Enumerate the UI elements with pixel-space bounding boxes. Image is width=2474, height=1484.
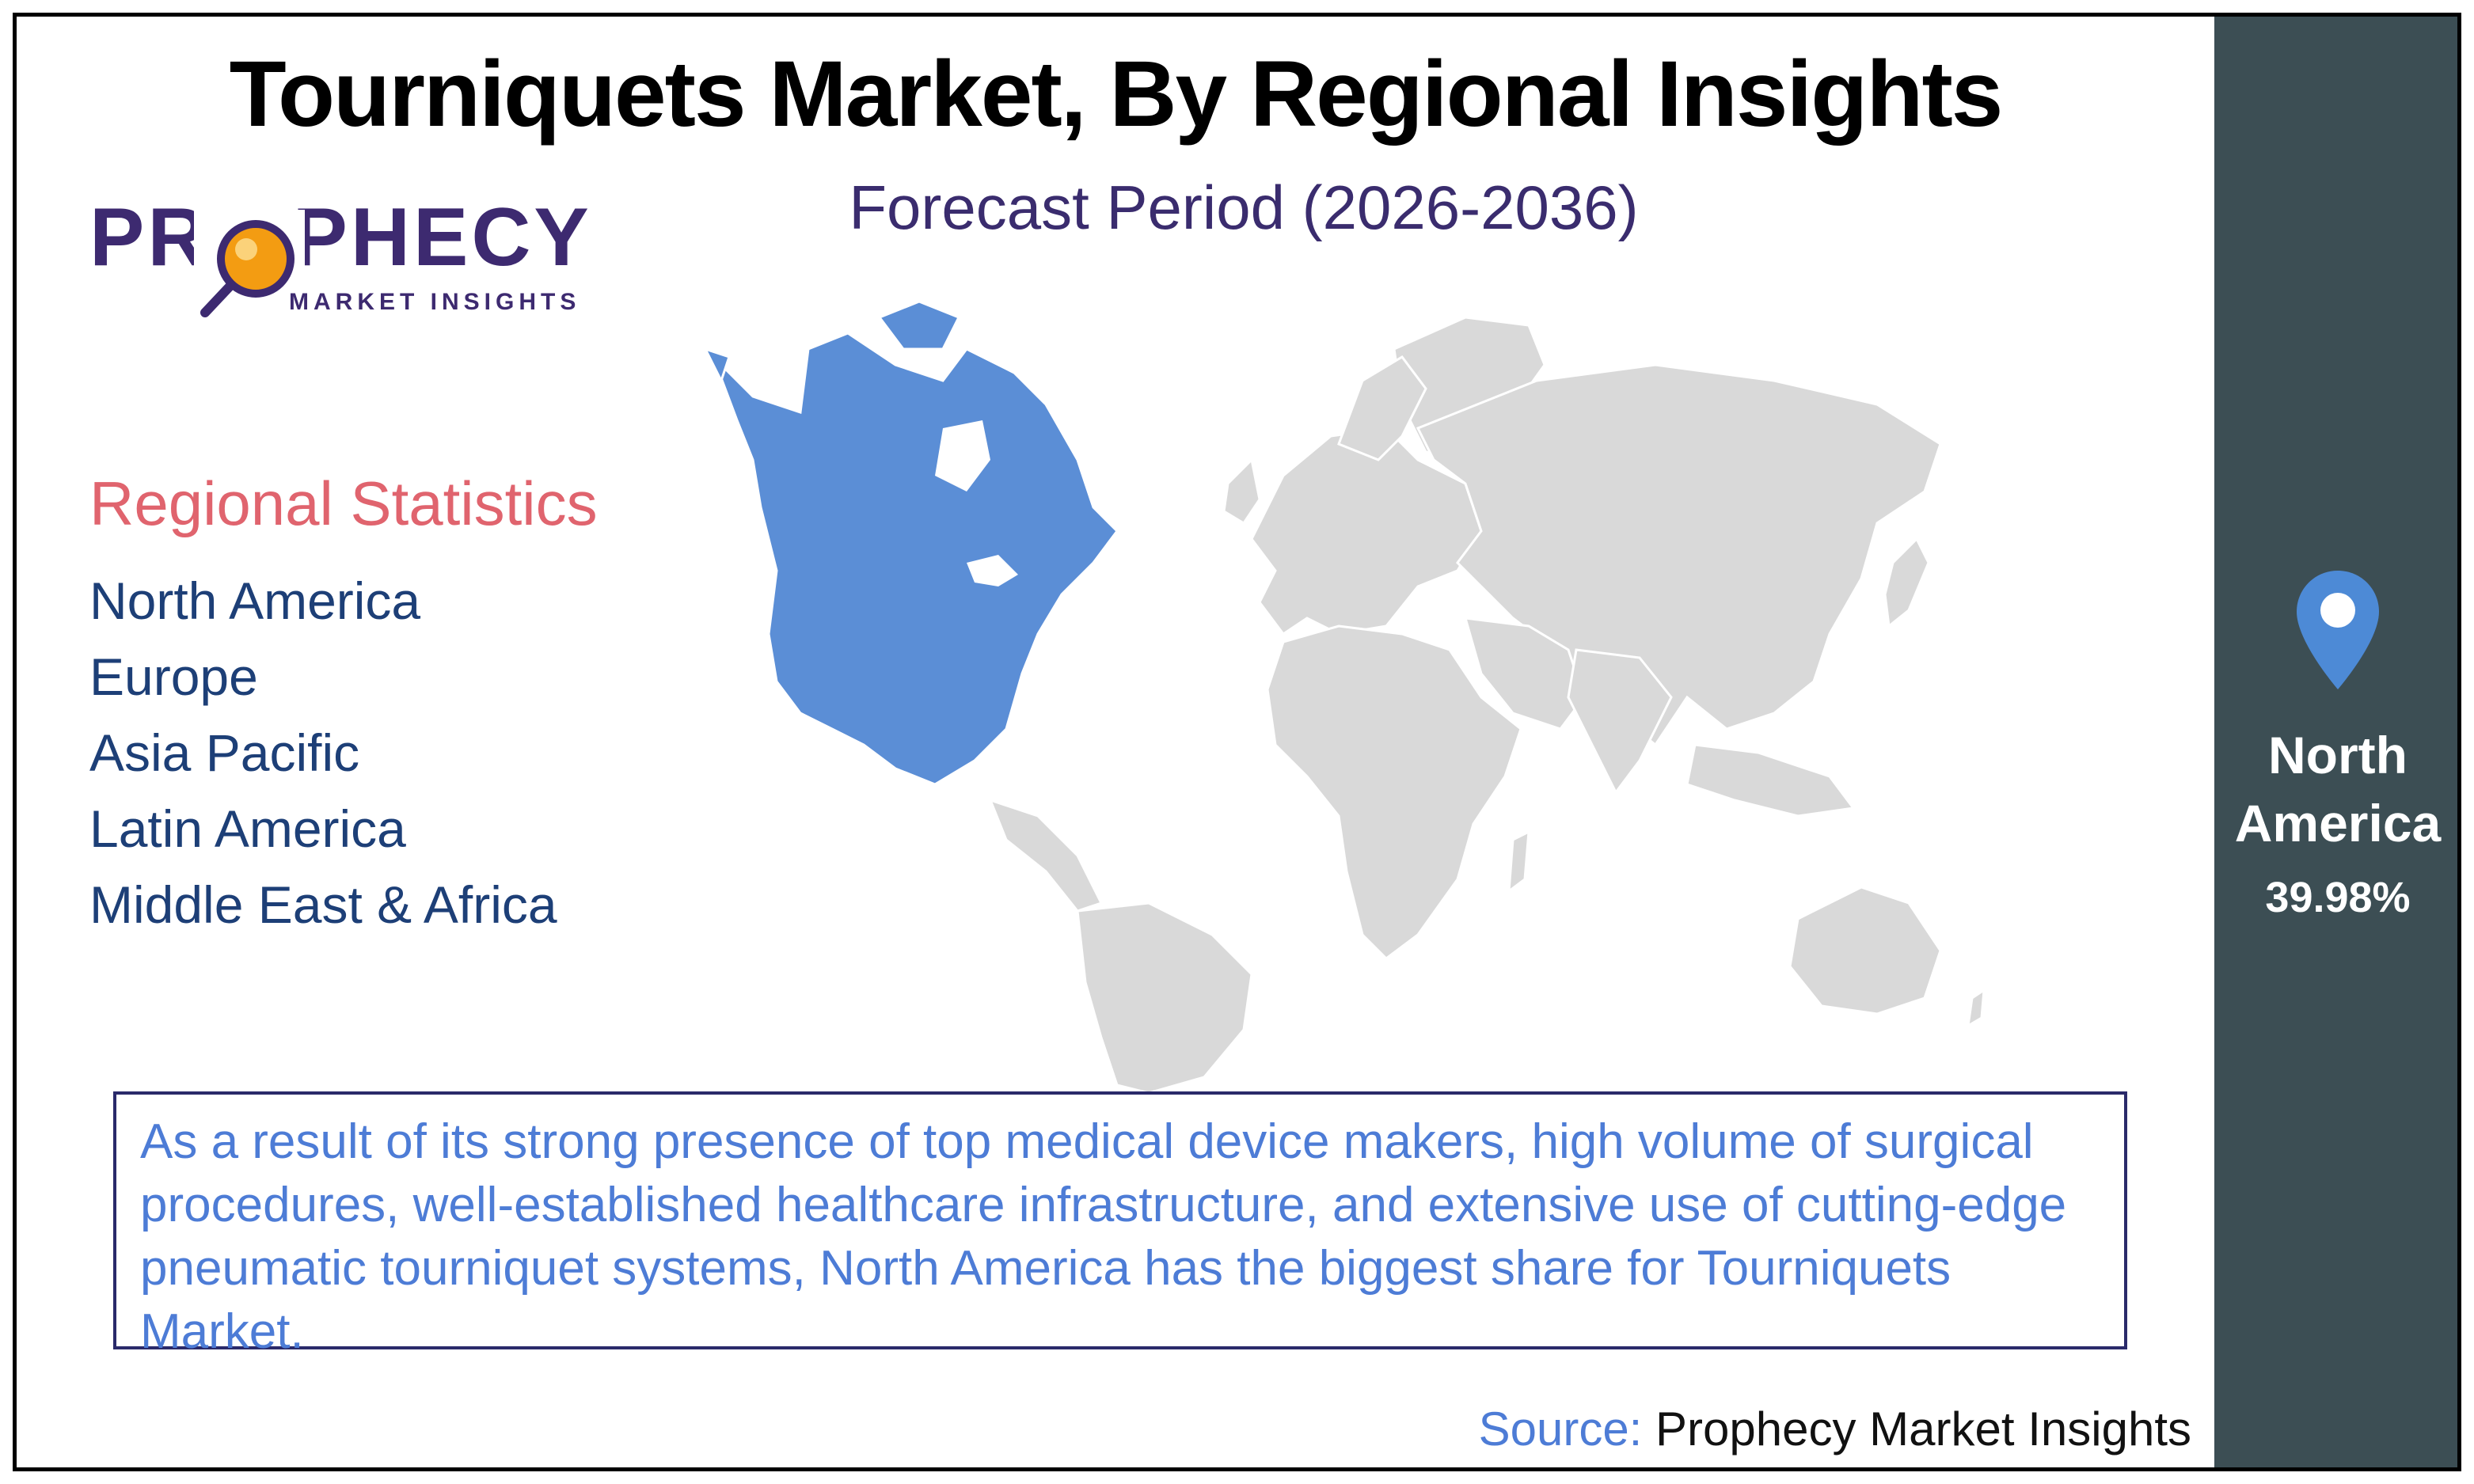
map-australia [1788,886,1942,1015]
map-africa [1266,624,1522,960]
map-canadian-arctic [877,302,961,351]
region-item-north-america: North America [89,571,421,630]
magnifying-glass-icon [194,210,305,321]
page-title: Tourniquets Market, By Regional Insights [229,42,2004,146]
highlight-region-share: 39.98% [2265,874,2411,921]
regional-statistics-heading: Regional Statistics [89,469,598,538]
map-great-lakes [967,555,1018,586]
map-new-zealand [1967,988,1986,1028]
region-item-europe: Europe [89,647,258,706]
map-central-america [988,798,1104,913]
map-scandinavia [1337,355,1427,461]
highlight-region-name: North America [2234,726,2442,852]
map-madagascar [1507,829,1530,894]
world-map [705,302,1986,1093]
map-asia [1416,363,1942,747]
map-southeast-asia [1685,743,1856,818]
map-uk [1222,457,1261,526]
location-pin-icon [2297,571,2379,689]
region-item-latin-america: Latin America [89,799,406,858]
logo-wordmark: PR PHECY [89,192,592,283]
source-label: Source: [1478,1402,1643,1456]
highlight-sidebar [2214,17,2457,1467]
prophecy-logo: PR PHECY MARKET INSIGHTS [89,191,644,333]
map-middle-east [1463,617,1586,731]
logo-tagline: MARKET INSIGHTS [289,289,581,315]
page-subtitle: Forecast Period (2026-2036) [849,173,1639,242]
description-box: As a result of its strong presence of to… [113,1091,2127,1359]
infographic-frame: Tourniquets Market, By Regional Insights… [13,13,2461,1471]
region-item-asia-pacific: Asia Pacific [89,723,360,782]
map-hudson-bay [935,420,990,492]
region-item-middle-east-africa: Middle East & Africa [89,875,557,934]
source-line: Source: Prophecy Market Insights [1479,1402,2191,1456]
map-north-america-highlighted [712,332,1119,786]
source-value: Prophecy Market Insights [1655,1402,2191,1456]
map-alaska-tip [705,347,731,384]
map-south-america [1076,901,1253,1093]
map-japan [1883,537,1930,628]
map-india [1567,648,1673,795]
